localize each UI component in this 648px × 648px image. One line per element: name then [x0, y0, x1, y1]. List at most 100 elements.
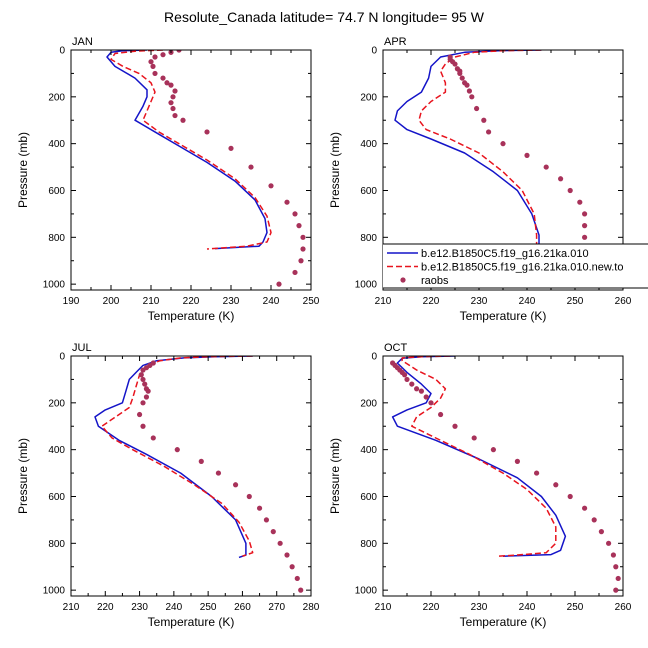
x-tick-label: 220: [97, 602, 114, 613]
series-line-model1: [394, 50, 542, 251]
raobs-point: [164, 80, 170, 86]
y-tick-label: 1000: [355, 586, 378, 597]
raobs-point: [582, 223, 588, 229]
plot-frame: [70, 49, 312, 291]
x-tick-label: 210: [375, 296, 392, 307]
raobs-point: [300, 234, 306, 240]
series-group: [106, 50, 306, 287]
raobs-point: [140, 423, 146, 429]
x-axis-label: Temperature (K): [148, 309, 235, 323]
x-tick-label: 230: [223, 296, 240, 307]
raobs-point: [300, 246, 306, 252]
raobs-point: [148, 59, 154, 65]
raobs-point: [428, 400, 434, 406]
raobs-point: [606, 540, 612, 546]
figure-title: Resolute_Canada latitude= 74.7 N longitu…: [164, 9, 485, 25]
raobs-point: [543, 164, 549, 170]
raobs-point: [180, 117, 186, 123]
x-tick-label: 230: [471, 602, 488, 613]
raobs-point: [270, 529, 276, 535]
x-tick-label: 270: [268, 602, 285, 613]
y-tick-label: 200: [48, 92, 65, 103]
raobs-point: [438, 411, 444, 418]
y-axis-label: Pressure (mb): [328, 438, 342, 514]
raobs-point: [452, 423, 458, 429]
raobs-point: [500, 141, 506, 147]
x-tick-label: 230: [131, 602, 148, 613]
raobs-point: [289, 564, 295, 570]
raobs-point: [582, 234, 588, 240]
raobs-point: [466, 88, 472, 94]
raobs-point: [268, 183, 274, 189]
y-tick-label: 800: [360, 233, 377, 244]
legend-label: b.e12.B1850C5.f19_g16.21ka.010: [421, 248, 589, 260]
raobs-point: [160, 52, 166, 58]
x-tick-label: 210: [375, 602, 392, 613]
panels: 190 200 210 220 230 240 250 0 200 400 600 800 1000 JA…: [16, 36, 632, 629]
series-line-model2: [401, 356, 557, 557]
raobs-point: [409, 381, 415, 387]
raobs-point: [172, 88, 178, 94]
raobs-point: [452, 61, 458, 67]
panel-title: APR: [384, 36, 407, 48]
raobs-point: [298, 258, 304, 264]
x-tick-label: 190: [63, 296, 80, 307]
raobs-point: [215, 470, 222, 476]
x-tick-label: 220: [423, 296, 440, 307]
raobs-point: [160, 75, 166, 81]
series-line-model2: [110, 50, 272, 250]
y-tick-label: 800: [48, 233, 65, 244]
x-tick-label: 240: [263, 296, 280, 307]
legend-background: [383, 244, 648, 288]
series-group: [390, 356, 621, 593]
raobs-point: [256, 505, 263, 511]
raobs-point: [170, 105, 176, 112]
raobs-point: [610, 552, 617, 558]
panel-title: OCT: [384, 342, 408, 354]
x-tick-label: 240: [519, 602, 536, 613]
raobs-point: [418, 388, 424, 394]
raobs-point: [174, 447, 180, 453]
plot-frame: [70, 355, 312, 597]
y-tick-label: 600: [360, 492, 377, 503]
y-tick-label: 400: [360, 445, 377, 456]
raobs-point: [276, 281, 282, 287]
raobs-point: [402, 372, 408, 378]
y-axis-label: Pressure (mb): [328, 132, 342, 208]
y-tick-label: 200: [360, 92, 377, 103]
raobs-point: [277, 540, 283, 546]
raobs-point: [140, 400, 146, 406]
legend: b.e12.B1850C5.f19_g16.21ka.010 b.e12.B185…: [383, 243, 648, 289]
raobs-point: [284, 552, 290, 558]
y-tick-label: 400: [48, 445, 65, 456]
raobs-point: [168, 100, 174, 106]
raobs-point: [168, 82, 174, 88]
raobs-point: [140, 376, 146, 383]
raobs-point: [204, 129, 210, 135]
raobs-point: [228, 145, 234, 151]
x-tick-label: 260: [615, 602, 632, 613]
y-tick-label: 600: [360, 186, 377, 197]
raobs-point: [457, 70, 463, 77]
x-tick-label: 250: [567, 602, 584, 613]
y-tick-label: 200: [360, 398, 377, 409]
x-tick-label: 220: [183, 296, 200, 307]
x-tick-label: 260: [234, 602, 251, 613]
raobs-point: [582, 211, 588, 217]
y-axis-label: Pressure (mb): [16, 132, 30, 208]
y-tick-label: 200: [48, 398, 65, 409]
legend-symbol: [400, 277, 406, 283]
x-tick-label: 250: [200, 602, 217, 613]
x-tick-label: 210: [143, 296, 160, 307]
raobs-point: [481, 117, 487, 123]
raobs-point: [284, 199, 290, 205]
y-tick-label: 400: [48, 139, 65, 150]
raobs-point: [143, 394, 150, 400]
raobs-point: [138, 372, 144, 378]
raobs-point: [459, 75, 465, 81]
raobs-point: [136, 411, 143, 418]
panel-jul: 210 220 230 240 250 260 270 280 0 200 400 600 800 100…: [16, 342, 320, 629]
raobs-point: [150, 435, 156, 441]
raobs-point: [298, 587, 304, 593]
raobs-point: [152, 70, 158, 77]
